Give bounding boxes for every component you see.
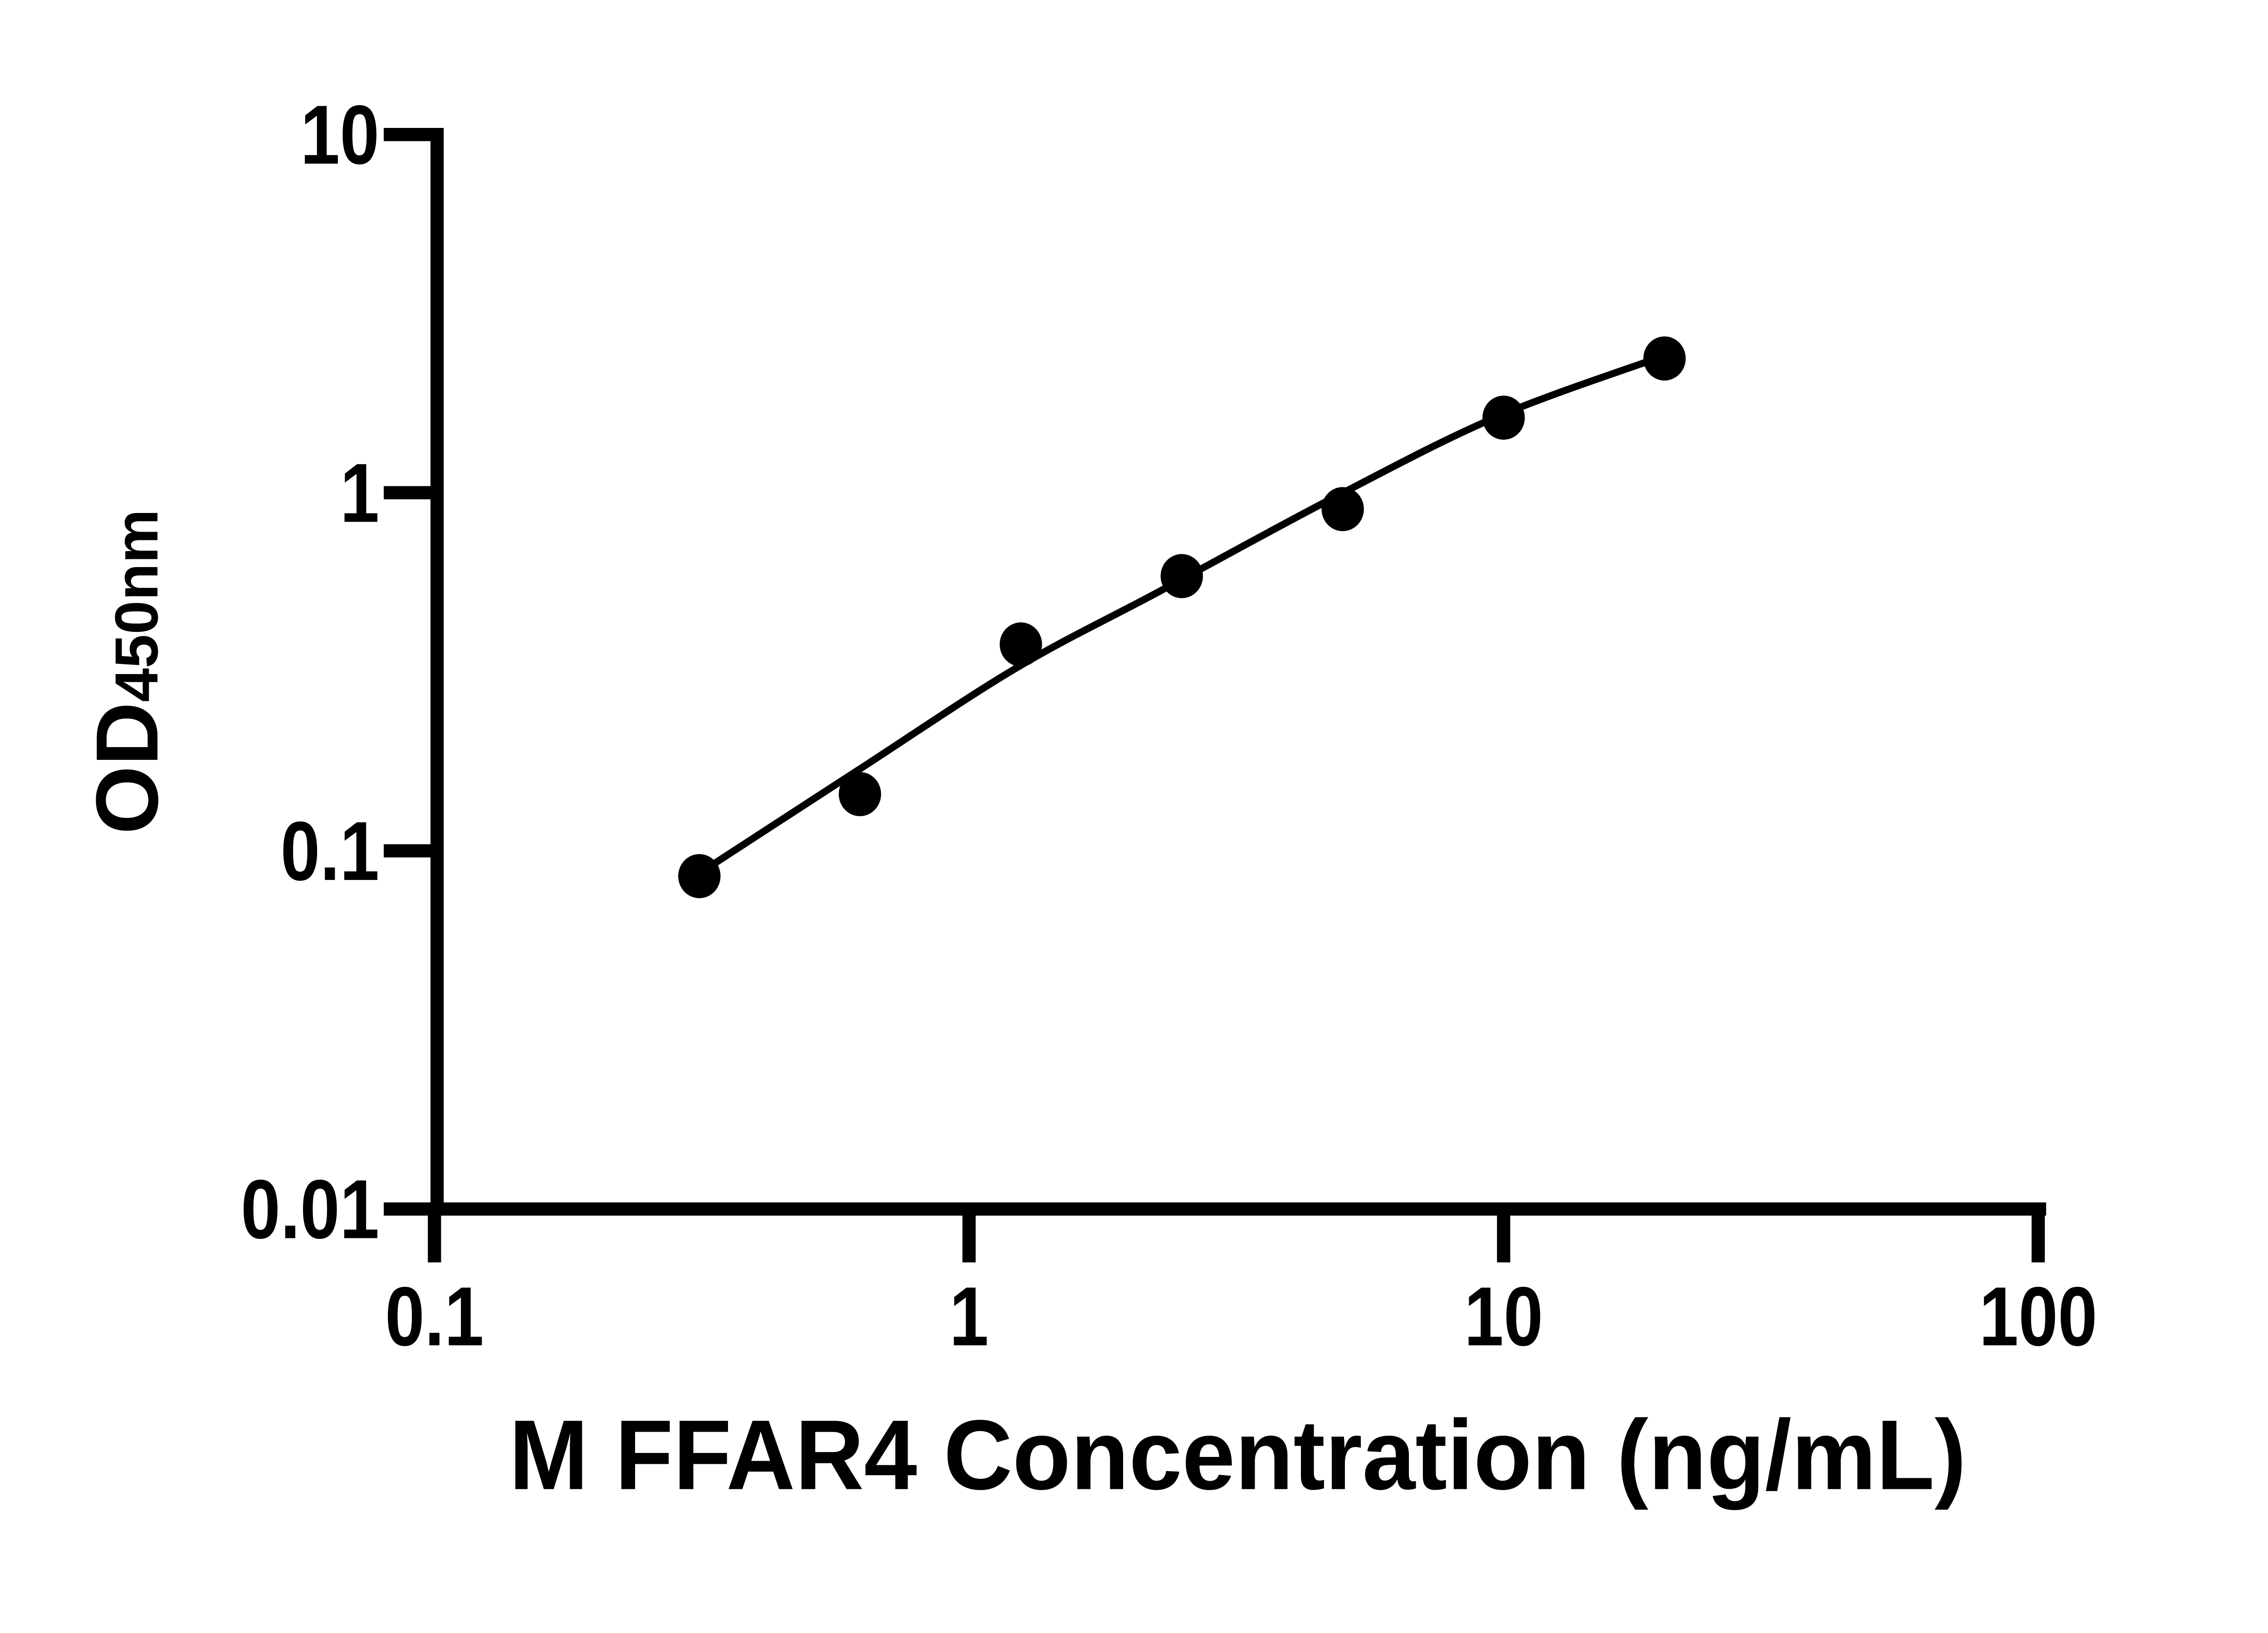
y-tick-label-0.1: 0.1: [280, 805, 379, 898]
x-tick-label-100: 100: [1979, 1270, 2097, 1364]
y-tick-label-1: 1: [340, 446, 380, 540]
data-point: [1643, 336, 1686, 381]
x-tick-marks: [428, 1209, 2045, 1262]
chart-canvas: 10 1 0.1 0.01 0.1 1 10 100 M FFAR4 Conce…: [78, 88, 2097, 1511]
y-axis: 10 1 0.1 0.01: [241, 88, 444, 1256]
x-tick-label-1: 1: [949, 1270, 989, 1364]
data-point: [999, 622, 1042, 667]
y-tick-label-10: 10: [300, 88, 379, 182]
y-tick-marks: [383, 127, 435, 1216]
data-point: [1160, 554, 1203, 598]
standard-curve-figure: 10 1 0.1 0.01 0.1 1 10 100 M FFAR4 Conce…: [78, 88, 2097, 1511]
x-tick-label-10: 10: [1464, 1270, 1543, 1364]
y-axis-title-main: OD: [78, 702, 176, 835]
y-axis-title: OD450nm: [78, 509, 176, 835]
data-point: [839, 772, 881, 816]
y-tick-label-0.01: 0.01: [241, 1163, 379, 1256]
data-point: [678, 854, 721, 899]
x-axis: 0.1 1 10 100: [385, 1202, 2097, 1364]
data-points: [678, 336, 1686, 899]
data-point: [1321, 487, 1364, 531]
x-tick-label-0.1: 0.1: [385, 1270, 484, 1364]
y-axis-title-subscript: 450nm: [103, 509, 171, 702]
data-point: [1482, 396, 1525, 440]
x-axis-title: M FFAR4 Concentration (ng/mL): [509, 1400, 1966, 1511]
